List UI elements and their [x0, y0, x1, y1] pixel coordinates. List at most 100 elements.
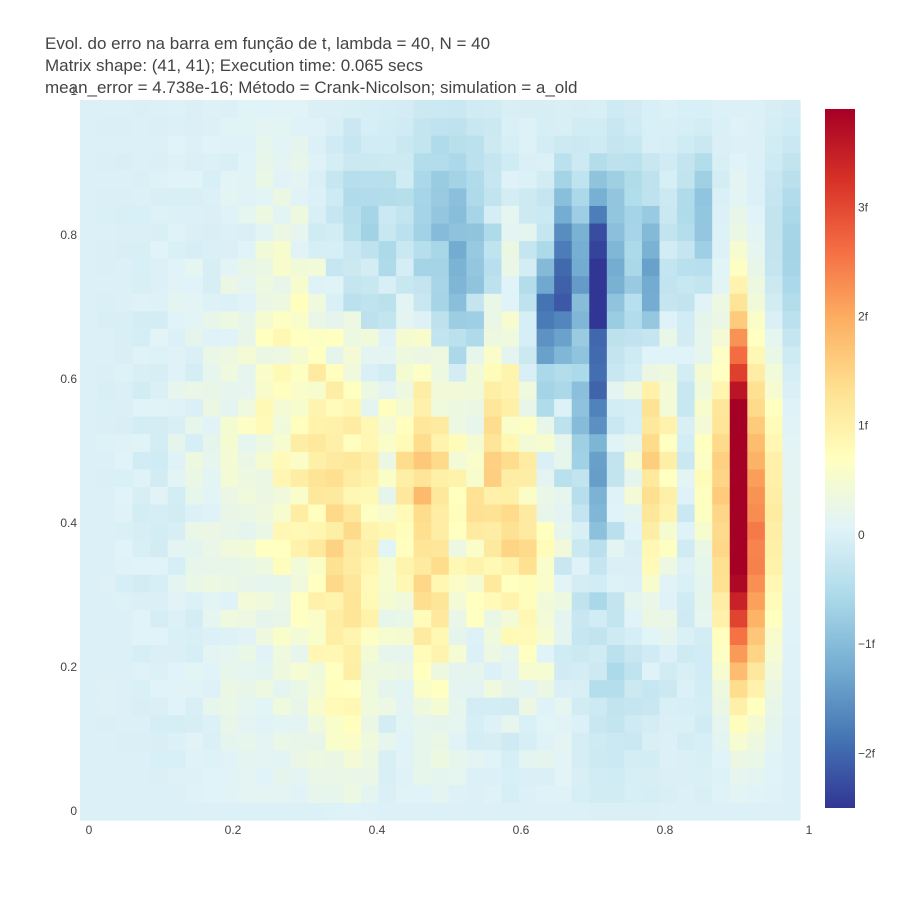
- heatmap-cell: [115, 539, 134, 558]
- heatmap-cell: [641, 451, 661, 470]
- heatmap-cell: [167, 679, 186, 698]
- heatmap-cell: [97, 258, 116, 277]
- heatmap-cell: [624, 521, 643, 540]
- heatmap-cell: [220, 644, 239, 663]
- heatmap-cell: [589, 486, 608, 505]
- heatmap-cell: [554, 591, 573, 610]
- heatmap-cell: [273, 503, 292, 523]
- heatmap-cell: [448, 697, 467, 716]
- heatmap-cell: [238, 784, 257, 804]
- heatmap-cell: [378, 697, 397, 716]
- heatmap-cell: [273, 170, 292, 189]
- heatmap-cell: [554, 556, 573, 575]
- heatmap-cell: [764, 152, 784, 171]
- heatmap-cell: [80, 117, 99, 136]
- heatmap-cell: [378, 802, 397, 821]
- heatmap-cell: [378, 380, 397, 400]
- heatmap-cell: [624, 468, 643, 487]
- heatmap-cell: [167, 345, 186, 365]
- heatmap-cell: [115, 802, 134, 821]
- heatmap-cell: [80, 345, 99, 365]
- heatmap-cell: [325, 187, 345, 206]
- heatmap-cell: [202, 275, 222, 294]
- heatmap-cell: [782, 644, 801, 663]
- heatmap-cell: [115, 609, 134, 628]
- heatmap-cell: [448, 802, 467, 821]
- heatmap-cell: [97, 521, 116, 540]
- heatmap-cell: [641, 697, 661, 716]
- heatmap-cell: [712, 784, 731, 804]
- heatmap-cell: [659, 644, 678, 663]
- heatmap-cell: [536, 486, 555, 505]
- heatmap-cell: [150, 767, 169, 786]
- heatmap-cell: [396, 732, 415, 751]
- heatmap-cell: [115, 100, 134, 119]
- heatmap-cell: [97, 433, 116, 452]
- heatmap-cell: [677, 679, 696, 698]
- heatmap-cell: [677, 767, 696, 786]
- heatmap-cell: [712, 714, 731, 733]
- heatmap-cell: [80, 222, 99, 242]
- heatmap-cell: [413, 503, 432, 523]
- heatmap-cell: [396, 697, 415, 716]
- heatmap-cell: [641, 433, 661, 452]
- heatmap-cell: [641, 609, 661, 628]
- heatmap-cell: [589, 258, 608, 277]
- heatmap-cell: [431, 451, 450, 470]
- heatmap-cell: [378, 556, 397, 575]
- heatmap-cell: [554, 187, 573, 206]
- heatmap-cell: [290, 732, 309, 751]
- colorbar-tick-label: 3f: [858, 200, 869, 214]
- heatmap-cell: [571, 539, 590, 558]
- heatmap-cell: [483, 205, 503, 224]
- heatmap-cell: [308, 222, 327, 242]
- heatmap-cell: [115, 258, 134, 277]
- heatmap-cell: [220, 100, 239, 119]
- heatmap-cell: [694, 732, 713, 751]
- heatmap-cell: [80, 310, 99, 329]
- heatmap-cell: [396, 784, 415, 804]
- heatmap-cell: [712, 310, 731, 329]
- heatmap-cell: [396, 398, 415, 417]
- heatmap-cell: [396, 416, 415, 435]
- heatmap-cell: [659, 486, 678, 505]
- heatmap-cell: [694, 433, 713, 452]
- heatmap-cell: [483, 626, 503, 645]
- heatmap-cell: [624, 574, 643, 593]
- heatmap-cell: [764, 591, 784, 610]
- heatmap-cell: [606, 310, 625, 329]
- heatmap-cell: [624, 767, 643, 786]
- heatmap-cell: [483, 240, 503, 259]
- heatmap-cell: [80, 275, 99, 294]
- colorbar-tick-label: −2f: [858, 746, 876, 760]
- heatmap-cell: [220, 275, 239, 294]
- heatmap-cell: [238, 661, 257, 681]
- heatmap-cell: [150, 310, 169, 329]
- heatmap-cell: [220, 416, 239, 435]
- heatmap-cell: [255, 644, 274, 663]
- heatmap-cell: [150, 802, 169, 821]
- heatmap-cell: [589, 275, 608, 294]
- heatmap-cell: [273, 117, 292, 136]
- heatmap-cell: [764, 451, 784, 470]
- heatmap-cell: [413, 310, 432, 329]
- heatmap-cell: [238, 539, 257, 558]
- heatmap-cell: [782, 626, 801, 645]
- heatmap-cell: [360, 135, 380, 154]
- heatmap-cell: [273, 398, 292, 417]
- heatmap-cell: [624, 697, 643, 716]
- heatmap-cell: [483, 345, 503, 365]
- heatmap-cell: [378, 205, 397, 224]
- heatmap-cell: [360, 433, 380, 452]
- heatmap-cell: [255, 416, 274, 435]
- heatmap-cell: [202, 802, 222, 821]
- heatmap-cell: [273, 486, 292, 505]
- heatmap-cell: [413, 732, 432, 751]
- heatmap-cell: [641, 486, 661, 505]
- heatmap-cell: [764, 521, 784, 540]
- heatmap-cell: [519, 293, 538, 312]
- heatmap-cell: [571, 679, 590, 698]
- heatmap-cell: [80, 661, 99, 681]
- heatmap-cell: [185, 398, 204, 417]
- heatmap-cell: [413, 398, 432, 417]
